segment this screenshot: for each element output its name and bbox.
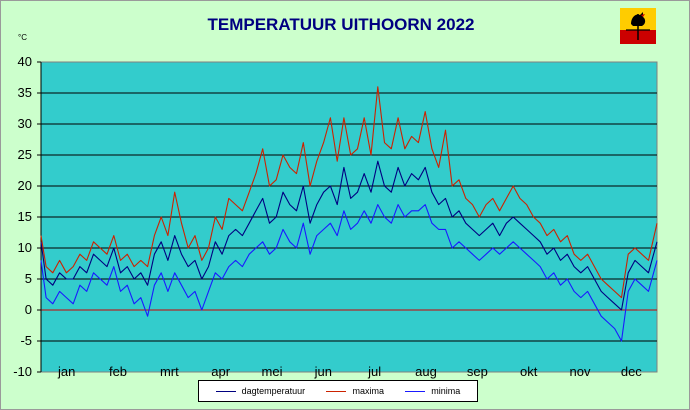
y-tick-label: -10 <box>13 364 32 379</box>
y-tick-label: 30 <box>18 116 32 131</box>
legend-label: maxima <box>352 386 384 396</box>
y-axis-unit: °C <box>18 33 27 42</box>
x-tick-label: jun <box>314 364 332 379</box>
legend-swatch <box>326 390 347 392</box>
legend-item-dagtemperatuur: dagtemperatuur <box>215 386 306 396</box>
x-tick-label: jul <box>367 364 381 379</box>
x-tick-label: sep <box>467 364 488 379</box>
x-tick-label: aug <box>415 364 437 379</box>
y-tick-label: -5 <box>20 333 32 348</box>
legend-item-minima: minima <box>405 386 460 396</box>
x-tick-label: jan <box>57 364 75 379</box>
y-tick-label: 10 <box>18 240 32 255</box>
legend-swatch <box>405 390 426 392</box>
weathervane-logo-icon <box>620 8 656 44</box>
legend-label: minima <box>431 386 461 396</box>
x-tick-label: feb <box>109 364 127 379</box>
x-tick-label: mei <box>262 364 283 379</box>
x-tick-label: okt <box>520 364 538 379</box>
y-tick-label: 25 <box>18 147 32 162</box>
series-line-dagtemperatuur <box>40 160 658 311</box>
y-tick-label: 5 <box>25 271 32 286</box>
legend-swatch <box>215 390 236 392</box>
legend-item-maxima: maxima <box>326 386 384 396</box>
legend: dagtemperatuur maxima minima <box>198 380 478 402</box>
y-tick-label: 15 <box>18 209 32 224</box>
y-tick-label: 40 <box>18 54 32 69</box>
legend-label: dagtemperatuur <box>241 386 306 396</box>
series-line-minima <box>40 204 658 342</box>
x-tick-label: mrt <box>160 364 179 379</box>
series-line-maxima <box>40 86 658 299</box>
chart-title: TEMPERATUUR UITHOORN 2022 <box>207 15 475 34</box>
y-tick-label: 0 <box>25 302 32 317</box>
y-tick-label: 20 <box>18 178 32 193</box>
y-tick-label: 35 <box>18 85 32 100</box>
x-tick-label: dec <box>621 364 642 379</box>
x-tick-label: apr <box>211 364 230 379</box>
x-tick-label: nov <box>570 364 591 379</box>
